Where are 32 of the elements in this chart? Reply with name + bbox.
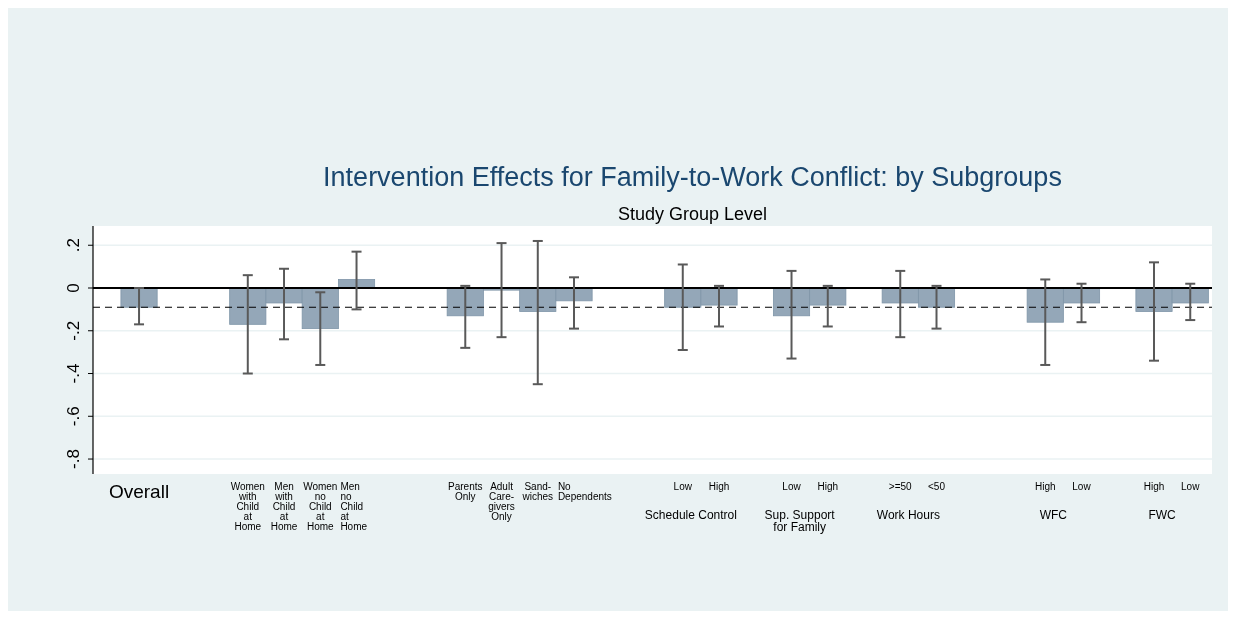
text: FWC	[1148, 508, 1177, 522]
x-tick-label: Low	[782, 481, 802, 492]
x-tick-label: Women with Child at Home	[230, 481, 265, 532]
x-tick-label: Sand- wiches	[521, 481, 554, 502]
text: Schedule Control	[644, 508, 737, 522]
y-tick-label: -.4	[64, 363, 83, 384]
y-tick-label: .2	[64, 238, 83, 253]
x-tick-label: High	[708, 481, 730, 492]
x-tick-label: Men no Child at Home	[340, 481, 368, 532]
y-tick-label: -.2	[64, 320, 83, 341]
x-tick-label: No Dependents	[557, 481, 612, 502]
text: Work Hours	[876, 508, 940, 522]
x-tick-label: Overall	[108, 481, 170, 502]
x-tick-label: Low	[1181, 481, 1201, 492]
x-tick-label: Adult Care- givers Only	[488, 481, 515, 522]
x-tick-label: <50	[928, 481, 946, 492]
text: Sup. Support for Family	[764, 508, 836, 534]
x-tick-label: High	[1143, 481, 1165, 492]
y-tick-label: -.8	[64, 449, 83, 469]
x-tick-label: Men with Child at Home	[270, 481, 298, 532]
x-tick-label: Low	[1072, 481, 1092, 492]
y-tick-label: 0	[64, 283, 83, 293]
x-tick-label: High	[1034, 481, 1056, 492]
y-tick-label: -.6	[64, 406, 83, 427]
x-tick-label: High	[817, 481, 839, 492]
chart-subtitle: Study Group Level	[617, 204, 768, 224]
x-tick-label: Low	[673, 481, 693, 492]
text: WFC	[1039, 508, 1068, 522]
x-tick-label: >=50	[888, 481, 913, 492]
x-tick-label: Women no Child at Home	[303, 481, 338, 532]
chart-title: Intervention Effects for Family-to-Work Conflict: by Subgroups	[323, 162, 1062, 192]
x-tick-label: Parents Only	[448, 481, 483, 502]
